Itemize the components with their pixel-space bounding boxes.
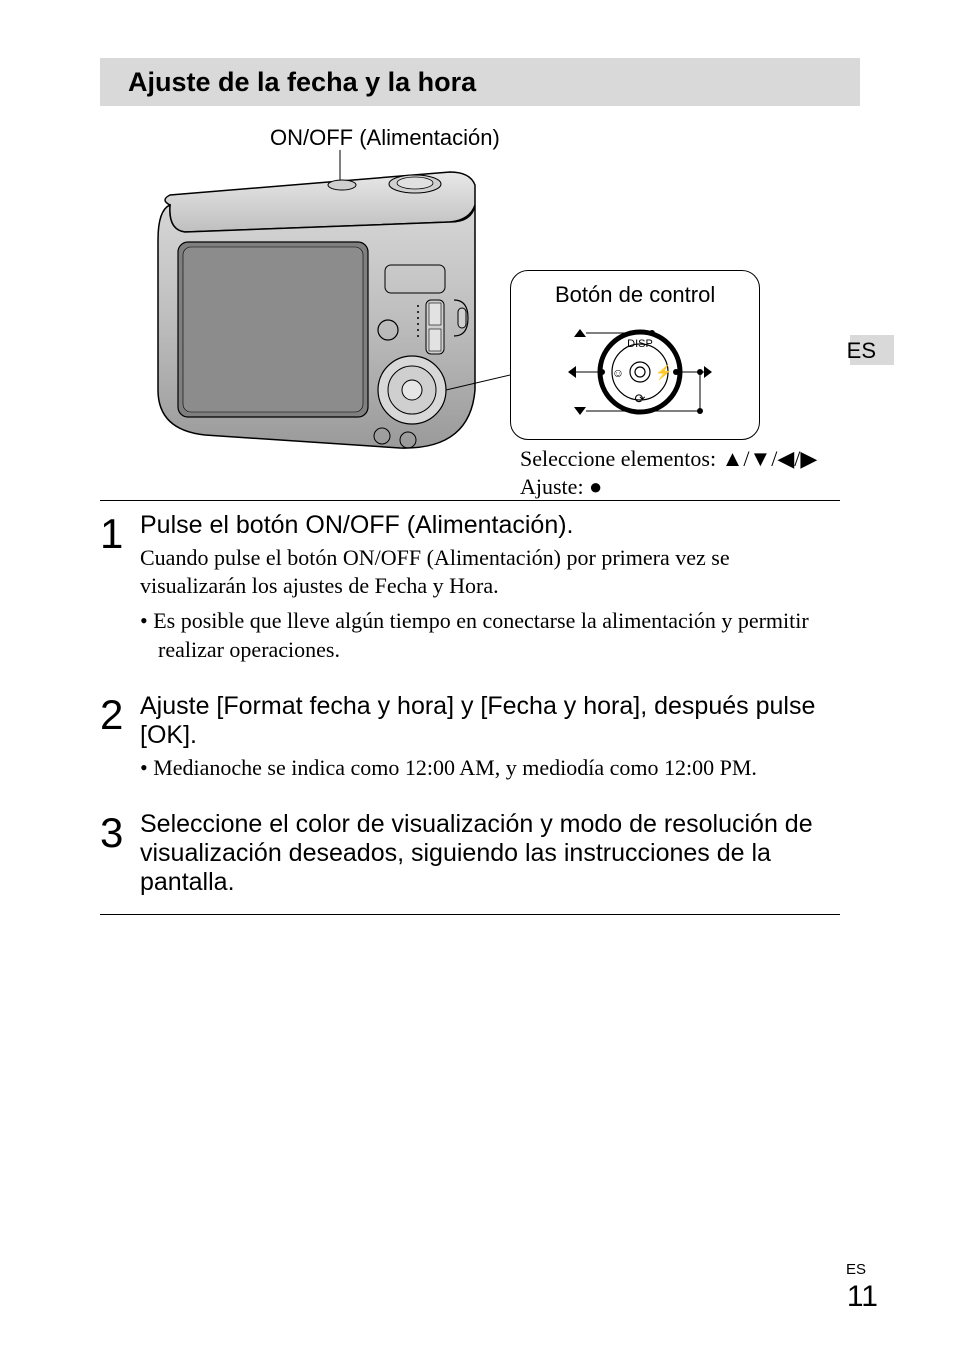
control-dial-icon: DISP ☺ ⚡ ⟳ — [540, 307, 740, 437]
camera-illustration — [150, 150, 510, 450]
step-paragraph: Cuando pulse el botón ON/OFF (Alimentaci… — [140, 544, 840, 601]
step-heading: Seleccione el color de visualización y m… — [140, 810, 840, 896]
step-number: 3 — [100, 810, 140, 900]
adjust-legend: Ajuste: ● — [520, 474, 602, 500]
step-2: 2 Ajuste [Format fecha y hora] y [Fecha … — [100, 682, 840, 800]
language-tab-label: ES — [847, 338, 876, 364]
footer-page-number: 11 — [847, 1280, 878, 1314]
svg-text:⚡: ⚡ — [655, 364, 672, 381]
section-heading-bar: Ajuste de la fecha y la hora — [100, 58, 860, 106]
step-heading: Pulse el botón ON/OFF (Alimentación). — [140, 511, 840, 540]
step-1: 1 Pulse el botón ON/OFF (Alimentación). … — [100, 501, 840, 682]
step-bullet: Es posible que lleve algún tiempo en con… — [140, 607, 840, 664]
steps-list: 1 Pulse el botón ON/OFF (Alimentación). … — [100, 500, 840, 915]
onoff-callout-label: ON/OFF (Alimentación) — [270, 125, 500, 151]
footer-language: ES — [846, 1261, 866, 1278]
step-3: 3 Seleccione el color de visualización y… — [100, 800, 840, 914]
step-number: 1 — [100, 511, 140, 668]
step-number: 2 — [100, 692, 140, 786]
svg-text:⟳: ⟳ — [635, 391, 646, 406]
section-heading: Ajuste de la fecha y la hora — [128, 67, 476, 98]
select-elements-legend: Seleccione elementos: ▲/▼/◀/▶ — [520, 446, 817, 472]
control-button-label: Botón de control — [555, 282, 715, 308]
step-heading: Ajuste [Format fecha y hora] y [Fecha y … — [140, 692, 840, 750]
disp-text: DISP — [627, 338, 653, 350]
svg-text:☺: ☺ — [612, 366, 624, 380]
step-bullet: Medianoche se indica como 12:00 AM, y me… — [140, 754, 840, 783]
